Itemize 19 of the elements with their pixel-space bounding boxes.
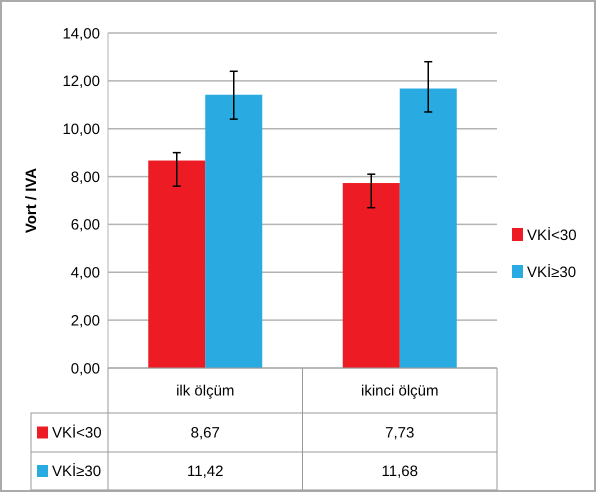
legend-label: VKİ<30 (52, 424, 102, 442)
y-tick-label: 4,00 (70, 264, 100, 282)
data-label: 11,42 (187, 463, 224, 480)
y-tick-label: 8,00 (70, 168, 100, 186)
y-tick-label: 0,00 (70, 360, 100, 378)
x-tick-label: ikinci ölçüm (360, 382, 439, 400)
y-tick-label: 12,00 (62, 73, 100, 90)
data-label: 11,68 (382, 463, 418, 480)
legend-label: VKİ≥30 (527, 263, 576, 281)
x-tick-label: ilk ölçüm (176, 382, 234, 400)
y-tick-label: 14,00 (62, 25, 100, 42)
data-label: 7,73 (385, 424, 414, 442)
data-label: 8,67 (190, 424, 220, 442)
text: VKİ<30 (527, 227, 577, 244)
y-tick-label: 2,00 (70, 312, 100, 330)
y-axis-title: Vort / IVA (23, 168, 40, 234)
y-tick-label: 6,00 (70, 216, 100, 234)
text: VKİ≥30 (52, 463, 102, 480)
y-tick-label: 10,00 (62, 120, 100, 138)
